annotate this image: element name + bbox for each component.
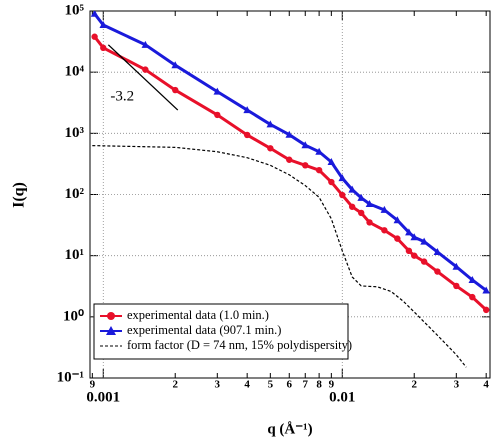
data-point	[394, 235, 401, 242]
data-point	[91, 33, 98, 40]
x-tick-label: 4	[483, 379, 489, 391]
series	[90, 11, 490, 294]
x-tick-label: 5	[268, 379, 274, 391]
data-point	[410, 233, 419, 241]
x-tick-label: 3	[215, 379, 221, 391]
data-point	[468, 276, 477, 284]
series-line	[93, 35, 488, 311]
legend-label: form factor (D = 74 nm, 15% polydispersi…	[127, 338, 352, 352]
data-point	[482, 286, 490, 294]
x-tick-label: 0.001	[86, 389, 120, 405]
x-tick-label: 3	[454, 379, 460, 391]
data-point	[99, 21, 108, 29]
data-point	[338, 174, 347, 182]
data-point	[100, 44, 107, 52]
data-point	[420, 237, 428, 245]
y-tick-label: 10⁵	[65, 2, 85, 18]
y-tick-label: 10⁻¹	[57, 369, 84, 385]
x-tick-label: 4	[244, 379, 250, 391]
data-point	[285, 130, 294, 138]
legend-marker	[106, 326, 116, 335]
data-point	[142, 66, 149, 73]
series-line	[93, 12, 488, 292]
data-point	[266, 120, 275, 128]
legend-marker	[107, 312, 115, 320]
data-point	[452, 262, 461, 270]
data-point	[380, 205, 389, 213]
x-tick-label: 8	[316, 379, 322, 391]
data-point	[141, 40, 150, 48]
data-point	[482, 306, 490, 314]
data-point	[405, 247, 413, 255]
x-tick-label: 9	[90, 379, 96, 391]
data-point	[469, 293, 476, 301]
data-point	[214, 111, 221, 119]
data-point	[405, 228, 413, 236]
x-tick-label: 0.01	[329, 389, 355, 405]
plot-frame	[89, 10, 491, 379]
series	[91, 33, 490, 314]
series-line	[92, 145, 467, 368]
data-point	[243, 106, 251, 114]
y-tick-label: 10³	[65, 125, 85, 141]
data-point	[393, 216, 402, 224]
data-point	[301, 141, 310, 149]
y-tick-label: 10⁴	[65, 64, 85, 80]
data-point	[453, 282, 460, 290]
x-tick-label: 9	[329, 379, 335, 391]
data-point	[267, 145, 274, 152]
data-point	[381, 227, 388, 234]
data-point	[433, 247, 442, 255]
y-tick-label: 10¹	[65, 247, 85, 263]
data-point	[357, 193, 366, 201]
legend-label: experimental data (907.1 min.)	[127, 323, 281, 337]
x-tick-label: 2	[172, 379, 178, 391]
data-point	[302, 162, 309, 169]
y-axis-label: I(q)	[11, 182, 28, 208]
data-point	[327, 157, 336, 165]
annotation: -3.2	[110, 88, 134, 104]
x-tick-label: 7	[303, 379, 309, 391]
data-point	[348, 203, 356, 210]
x-tick-label: 2	[411, 379, 417, 391]
data-point	[358, 209, 365, 217]
reference-line	[107, 44, 179, 111]
data-point	[172, 86, 179, 94]
series	[92, 145, 467, 368]
data-point	[315, 147, 323, 155]
data-point	[315, 166, 323, 174]
data-point	[420, 258, 428, 265]
data-point	[365, 199, 374, 207]
data-point	[328, 178, 335, 186]
legend-box	[93, 303, 349, 360]
data-point	[411, 252, 418, 259]
data-point	[348, 185, 356, 193]
data-point	[213, 87, 222, 95]
data-point	[366, 219, 373, 226]
data-point	[339, 191, 346, 199]
y-tick-label: 10⁰	[63, 308, 84, 324]
data-point	[243, 131, 251, 139]
data-point	[90, 11, 99, 17]
data-point	[434, 268, 441, 275]
y-tick-label: 10²	[65, 186, 85, 202]
data-point	[286, 156, 293, 163]
data-point	[171, 61, 180, 69]
x-tick-label: 6	[287, 379, 293, 391]
x-axis-label: q (Å⁻¹)	[267, 421, 312, 437]
legend-label: experimental data (1.0 min.)	[127, 308, 269, 322]
